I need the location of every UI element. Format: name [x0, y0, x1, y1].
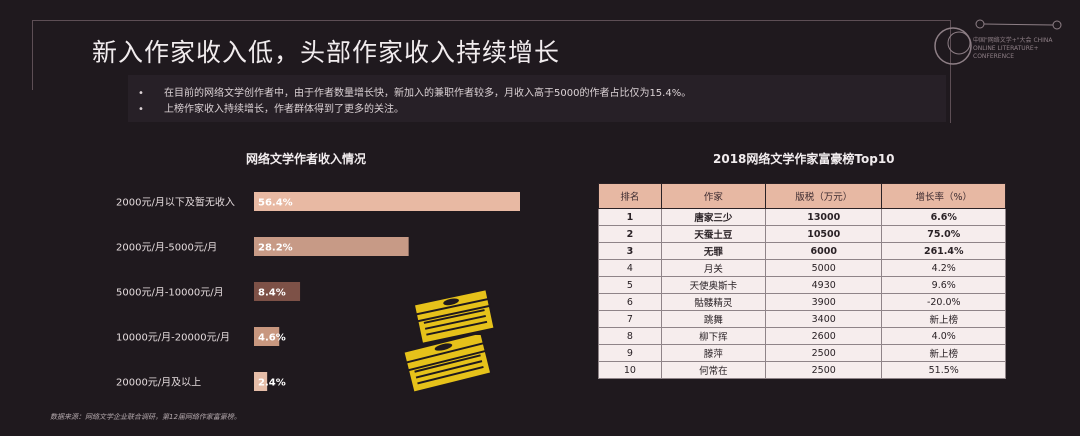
summary-bullet: • 上榜作家收入持续增长，作者群体得到了更多的关注。	[138, 104, 404, 115]
table-header-row: 排名 作家 版税（万元） 增长率（%）	[598, 183, 1006, 209]
cell-royalty: 10500	[764, 225, 883, 243]
cell-royalty: 3900	[764, 293, 883, 311]
cell-growth: 75.0%	[881, 225, 1006, 243]
cell-royalty: 6000	[764, 242, 883, 260]
ranking-table: 排名 作家 版税（万元） 增长率（%） 1 唐家三少 13000 6.6% 2 天蚕土豆 1…	[598, 183, 1006, 379]
summary-bullet: • 在目前的网络文学创作者中，由于作者数量增长快，新加入的兼职作者较多，月收入高于…	[138, 88, 692, 99]
cell-name: 跳舞	[660, 310, 766, 328]
cell-growth: 新上榜	[881, 344, 1006, 362]
summary-box: • 在目前的网络文学创作者中，由于作者数量增长快，新加入的兼职作者较多，月收入高于…	[128, 75, 946, 122]
cell-rank: 6	[598, 293, 662, 311]
cell-royalty: 2500	[764, 361, 883, 379]
cell-rank: 4	[598, 259, 662, 277]
conference-logo-icon	[934, 19, 1062, 65]
cell-growth: 51.5%	[881, 361, 1006, 379]
bullet-dot-icon: •	[138, 88, 144, 99]
frame-left-line	[32, 20, 33, 90]
category-label: 2000元/月以下及暂无收入	[116, 196, 235, 209]
cell-royalty: 5000	[764, 259, 883, 277]
cell-growth: 6.6%	[881, 208, 1006, 226]
cell-name: 滕萍	[660, 344, 766, 362]
table-row: 10 何常在 2500 51.5%	[598, 361, 1006, 379]
bullet-dot-icon: •	[138, 104, 144, 115]
money-stack-icon	[412, 290, 496, 345]
cell-name: 骷髅精灵	[660, 293, 766, 311]
table-row: 2 天蚕土豆 10500 75.0%	[598, 225, 1006, 243]
cell-royalty: 4930	[764, 276, 883, 294]
cell-name: 何常在	[660, 361, 766, 379]
frame-top-line	[32, 20, 950, 21]
table-row: 5 天使奥斯卡 4930 9.6%	[598, 276, 1006, 294]
cell-royalty: 2600	[764, 327, 883, 345]
cell-rank: 1	[598, 208, 662, 226]
bar-value-label: 2.4%	[258, 378, 286, 389]
bar	[254, 327, 280, 346]
bar-value-label: 28.2%	[258, 243, 293, 254]
bar-value-label: 56.4%	[258, 198, 293, 209]
cell-growth: 9.6%	[881, 276, 1006, 294]
table-body: 1 唐家三少 13000 6.6% 2 天蚕土豆 10500 75.0% 3 无罪 6000 261.…	[598, 208, 1006, 379]
cell-royalty: 3400	[764, 310, 883, 328]
header-growth: 增长率（%）	[881, 183, 1006, 209]
logo-text: 中国"网络文学+"大会 CHINA ONLINE LITERATURE+ CON…	[973, 37, 1053, 60]
category-label: 10000元/月-20000元/月	[116, 332, 230, 344]
cell-growth: 4.0%	[881, 327, 1006, 345]
cell-name: 无罪	[660, 242, 766, 260]
frame-right-line	[950, 20, 951, 123]
table-row: 3 无罪 6000 261.4%	[598, 242, 1006, 260]
cell-rank: 2	[598, 225, 662, 243]
cell-rank: 3	[598, 242, 662, 260]
category-label: 5000元/月-10000元/月	[116, 287, 224, 299]
cell-name: 月关	[660, 259, 766, 277]
cell-rank: 8	[598, 327, 662, 345]
table-row: 9 滕萍 2500 新上榜	[598, 344, 1006, 362]
table-row: 1 唐家三少 13000 6.6%	[598, 208, 1006, 226]
category-label: 20000元/月及以上	[116, 377, 201, 389]
cell-rank: 7	[598, 310, 662, 328]
table-title: 2018网络文学作家富豪榜Top10	[713, 152, 895, 166]
cell-rank: 10	[598, 361, 662, 379]
header-rank: 排名	[598, 183, 662, 209]
bar	[254, 282, 301, 301]
cell-name: 天蚕土豆	[660, 225, 766, 243]
bar	[254, 192, 520, 211]
cell-name: 天使奥斯卡	[660, 276, 766, 294]
cell-growth: 4.2%	[881, 259, 1006, 277]
cell-growth: 261.4%	[881, 242, 1006, 260]
cell-royalty: 2500	[764, 344, 883, 362]
cell-growth: -20.0%	[881, 293, 1006, 311]
category-label: 2000元/月-5000元/月	[116, 242, 217, 254]
bar-chart-title: 网络文学作者收入情况	[246, 152, 367, 166]
bar-value-label: 4.6%	[258, 333, 286, 344]
income-bar-chart: 2000元/月以下及暂无收入 56.4% 2000元/月-5000元/月 28.2% 5…	[116, 192, 520, 391]
data-source-note: 数据来源：网络文学企业联合调研，第12届网络作家富豪榜。	[50, 413, 241, 421]
bar	[254, 372, 268, 391]
cell-name: 柳下挥	[660, 327, 766, 345]
table-row: 7 跳舞 3400 新上榜	[598, 310, 1006, 328]
cell-rank: 5	[598, 276, 662, 294]
cell-rank: 9	[598, 344, 662, 362]
cell-royalty: 13000	[764, 208, 883, 226]
page-title: 新入作家收入低，头部作家收入持续增长	[92, 38, 561, 67]
cell-growth: 新上榜	[881, 310, 1006, 328]
header-author: 作家	[660, 183, 766, 209]
bar-value-label: 8.4%	[258, 288, 286, 299]
table-row: 6 骷髅精灵 3900 -20.0%	[598, 293, 1006, 311]
table-row: 4 月关 5000 4.2%	[598, 259, 1006, 277]
header-royalty: 版税（万元）	[764, 183, 883, 209]
money-stack-icon	[402, 335, 493, 394]
bar	[254, 237, 409, 256]
cell-name: 唐家三少	[660, 208, 766, 226]
table-row: 8 柳下挥 2600 4.0%	[598, 327, 1006, 345]
